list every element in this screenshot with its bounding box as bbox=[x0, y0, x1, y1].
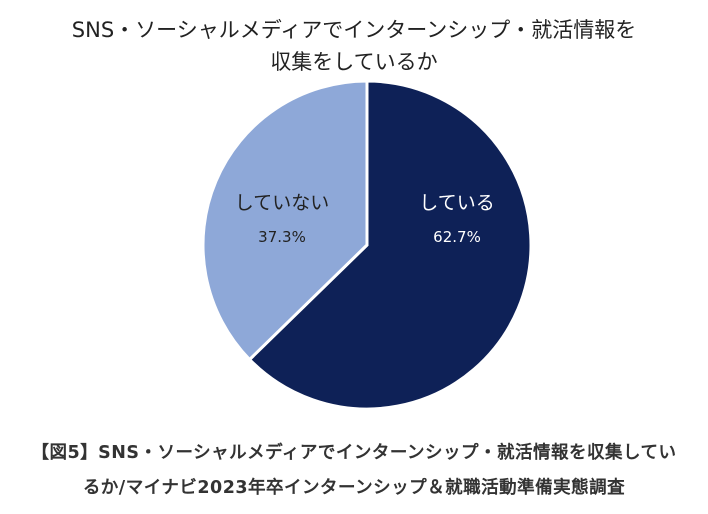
caption-line-2: るか/マイナビ2023年卒インターンシップ＆就職活動準備実態調査 bbox=[82, 478, 626, 498]
pie-slice-2 bbox=[201, 79, 369, 362]
figure-caption: 【図5】SNS・ソーシャルメディアでインターンシップ・就活情報を収集してい るか… bbox=[0, 436, 708, 506]
chart-title-line-2: 収集をしているか bbox=[270, 50, 438, 74]
caption-line-1: 【図5】SNS・ソーシャルメディアでインターンシップ・就活情報を収集してい bbox=[31, 443, 677, 463]
chart-title-line-1: SNS・ソーシャルメディアでインターンシップ・就活情報を bbox=[71, 18, 637, 42]
slice-value-label-1: 62.7% bbox=[433, 228, 481, 246]
pie-slice-1 bbox=[247, 79, 533, 411]
slice-value-label-2: 37.3% bbox=[258, 228, 306, 246]
chart-title: SNS・ソーシャルメディアでインターンシップ・就活情報を 収集をしているか bbox=[0, 14, 708, 78]
slice-category-label-2: していない bbox=[235, 192, 329, 214]
slice-category-label-1: している bbox=[419, 192, 494, 214]
